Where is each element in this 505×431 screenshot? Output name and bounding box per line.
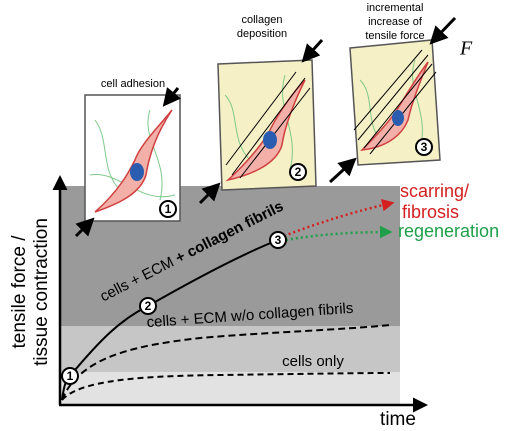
force-symbol: F (459, 38, 473, 60)
outcome-label: fibrosis (402, 202, 459, 222)
panel-label: collagen (242, 14, 283, 26)
panel-label: increase of (368, 16, 423, 28)
curve-ecm (61, 324, 391, 401)
panel: 1 cell adhesion (74, 78, 182, 238)
marker-number: 2 (145, 299, 152, 313)
outcome-label: regeneration (398, 221, 499, 241)
panel-label: cell adhesion (101, 78, 165, 90)
x-axis-label: time (380, 409, 416, 430)
curve-marker: 3 (269, 231, 287, 249)
arrow-scarring (283, 199, 395, 238)
marker-number: 3 (275, 233, 282, 247)
curve-marker: 2 (139, 297, 157, 315)
panel-label: deposition (237, 28, 287, 40)
curve-label: cells only (282, 353, 344, 370)
panel: 2 collagen deposition (198, 14, 324, 205)
panel-label: incremental (367, 2, 424, 14)
y-axis-label: tissue contraction (31, 218, 52, 366)
arrow-regeneration (285, 225, 393, 242)
panel-number: 1 (165, 202, 172, 216)
outcome-label: scarring/ (400, 181, 469, 201)
y-axis-label: tensile force / (9, 235, 30, 349)
band-light (60, 372, 400, 404)
panel-label: tensile force (365, 30, 424, 42)
panel-number: 2 (295, 165, 302, 179)
panel: 3 incremental increase of tensile force … (328, 2, 473, 184)
curve-cells (61, 372, 391, 401)
marker-number: 1 (67, 369, 74, 383)
curve-marker: 1 (61, 367, 79, 385)
band-mid (60, 326, 400, 372)
panel-number: 3 (421, 140, 428, 154)
